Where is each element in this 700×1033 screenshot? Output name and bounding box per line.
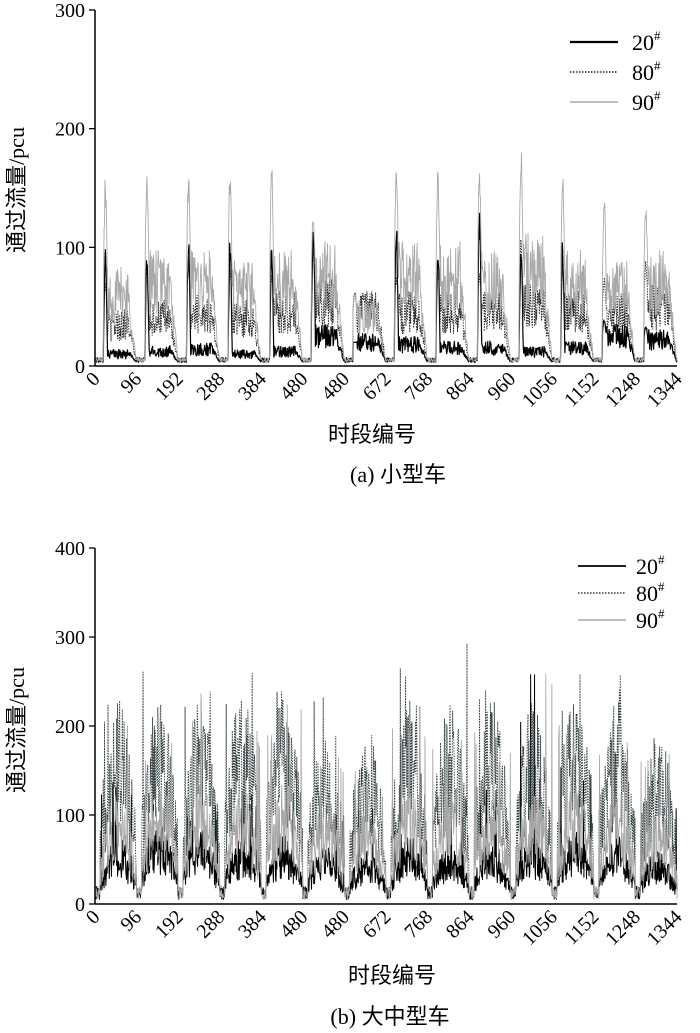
x-tick-label: 96 bbox=[116, 906, 146, 936]
x-tick-label: 768 bbox=[400, 906, 437, 943]
x-tick-label: 96 bbox=[116, 368, 146, 398]
y-tick-label: 0 bbox=[75, 894, 85, 916]
x-tick-label: 480 bbox=[317, 906, 354, 943]
x-axis-title-a: 时段编号 bbox=[328, 422, 416, 447]
y-tick-labels-b: 0 100 200 300 400 bbox=[55, 538, 95, 916]
x-tick-label: 960 bbox=[483, 368, 520, 405]
y-tick-label: 200 bbox=[55, 716, 85, 738]
caption-a: (a) 小型车 bbox=[350, 462, 446, 487]
x-tick-label: 1152 bbox=[560, 906, 603, 949]
series-line-90 bbox=[94, 673, 678, 900]
x-tick-label: 480 bbox=[276, 368, 313, 405]
y-tick-labels-a: 0 100 200 300 bbox=[55, 0, 95, 378]
legend-b: 20#80#90# bbox=[578, 552, 665, 633]
x-tick-label: 384 bbox=[234, 906, 271, 943]
x-tick-label: 1344 bbox=[643, 368, 687, 412]
x-tick-label: 288 bbox=[192, 368, 229, 405]
x-tick-label: 672 bbox=[359, 368, 396, 405]
x-tick-label: 1344 bbox=[643, 906, 687, 950]
y-tick-label: 100 bbox=[55, 805, 85, 827]
x-tick-label: 1056 bbox=[518, 368, 562, 412]
legend-label-90: 90# bbox=[636, 606, 665, 633]
x-tick-label: 480 bbox=[317, 368, 354, 405]
legend-label-90: 90# bbox=[632, 88, 661, 115]
x-tick-label: 192 bbox=[151, 368, 188, 405]
legend-label-20: 20# bbox=[632, 28, 661, 55]
legend-a: 20# 80# 90# bbox=[570, 28, 661, 115]
x-tick-label: 480 bbox=[276, 906, 313, 943]
x-tick-label: 1152 bbox=[560, 368, 603, 411]
x-axis-title-b: 时段编号 bbox=[348, 963, 436, 988]
plot-area-a bbox=[94, 152, 678, 364]
x-tick-label: 672 bbox=[359, 906, 396, 943]
y-tick-label: 400 bbox=[55, 538, 85, 560]
legend-label-80: 80# bbox=[636, 579, 665, 606]
series-line-90 bbox=[94, 152, 678, 363]
y-tick-label: 0 bbox=[75, 356, 85, 378]
series-line-20 bbox=[94, 212, 678, 364]
legend-label-80: 80# bbox=[632, 58, 661, 85]
x-tick-label: 0 bbox=[82, 906, 105, 929]
legend-label-20: 20# bbox=[636, 552, 665, 579]
x-tick-label: 864 bbox=[442, 368, 479, 405]
x-tick-label: 1056 bbox=[518, 906, 562, 950]
x-tick-labels-a: 0 96 192 288 384 480 480 672 768 864 9601056115212… bbox=[82, 368, 687, 412]
y-tick-label: 200 bbox=[55, 119, 85, 141]
y-tick-label: 300 bbox=[55, 0, 85, 22]
x-tick-label: 0 bbox=[82, 368, 105, 391]
x-tick-label: 960 bbox=[483, 906, 520, 943]
x-tick-label: 864 bbox=[442, 906, 479, 943]
x-tick-labels-b: 0 96 192 288 384 480 480 672 768 864 9601056115212… bbox=[82, 906, 687, 950]
y-tick-label: 300 bbox=[55, 627, 85, 649]
x-tick-label: 768 bbox=[400, 368, 437, 405]
y-axis-title-b: 通过流量/pcu bbox=[4, 667, 29, 793]
series-line-80 bbox=[94, 239, 678, 363]
x-tick-label: 384 bbox=[234, 368, 271, 405]
y-tick-label: 100 bbox=[55, 237, 85, 259]
x-tick-label: 1248 bbox=[601, 906, 645, 950]
plot-area-b bbox=[94, 642, 678, 900]
y-axis-title-a: 通过流量/pcu bbox=[4, 127, 29, 253]
caption-b: (b) 大中型车 bbox=[330, 1004, 449, 1029]
x-tick-label: 288 bbox=[192, 906, 229, 943]
x-tick-label: 192 bbox=[151, 906, 188, 943]
x-tick-label: 1248 bbox=[601, 368, 645, 412]
